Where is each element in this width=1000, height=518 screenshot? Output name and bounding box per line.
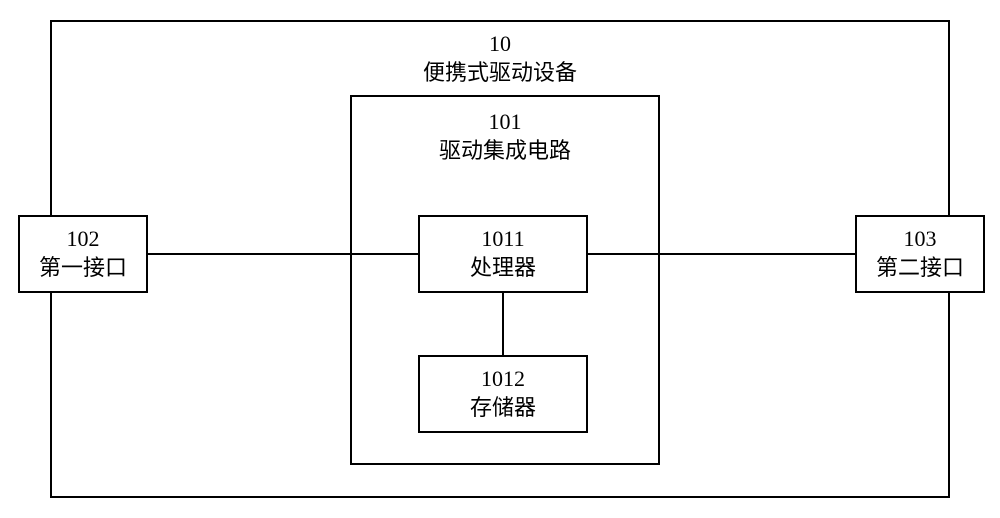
node-memory-id: 1012 — [481, 365, 525, 394]
block-diagram: 10 便携式驱动设备 101 驱动集成电路 1011 处理器 1012 存储器 … — [0, 0, 1000, 518]
edge-processor-memory — [502, 293, 504, 355]
node-memory-text: 存储器 — [470, 394, 536, 423]
node-port1-text: 第一接口 — [39, 254, 127, 283]
node-ic-label: 101 驱动集成电路 — [405, 108, 605, 165]
node-processor-id: 1011 — [481, 225, 524, 254]
node-ic-text: 驱动集成电路 — [405, 137, 605, 166]
node-memory: 1012 存储器 — [418, 355, 588, 433]
node-outer-id: 10 — [400, 30, 600, 59]
node-ic-id: 101 — [405, 108, 605, 137]
node-outer-text: 便携式驱动设备 — [400, 59, 600, 88]
node-port1: 102 第一接口 — [18, 215, 148, 293]
edge-processor-port2 — [588, 253, 855, 255]
node-outer-label: 10 便携式驱动设备 — [400, 30, 600, 87]
node-port2: 103 第二接口 — [855, 215, 985, 293]
node-port1-id: 102 — [67, 225, 100, 254]
node-processor-text: 处理器 — [470, 254, 536, 283]
node-port2-text: 第二接口 — [876, 254, 964, 283]
node-processor: 1011 处理器 — [418, 215, 588, 293]
node-port2-id: 103 — [904, 225, 937, 254]
edge-port1-processor — [148, 253, 418, 255]
